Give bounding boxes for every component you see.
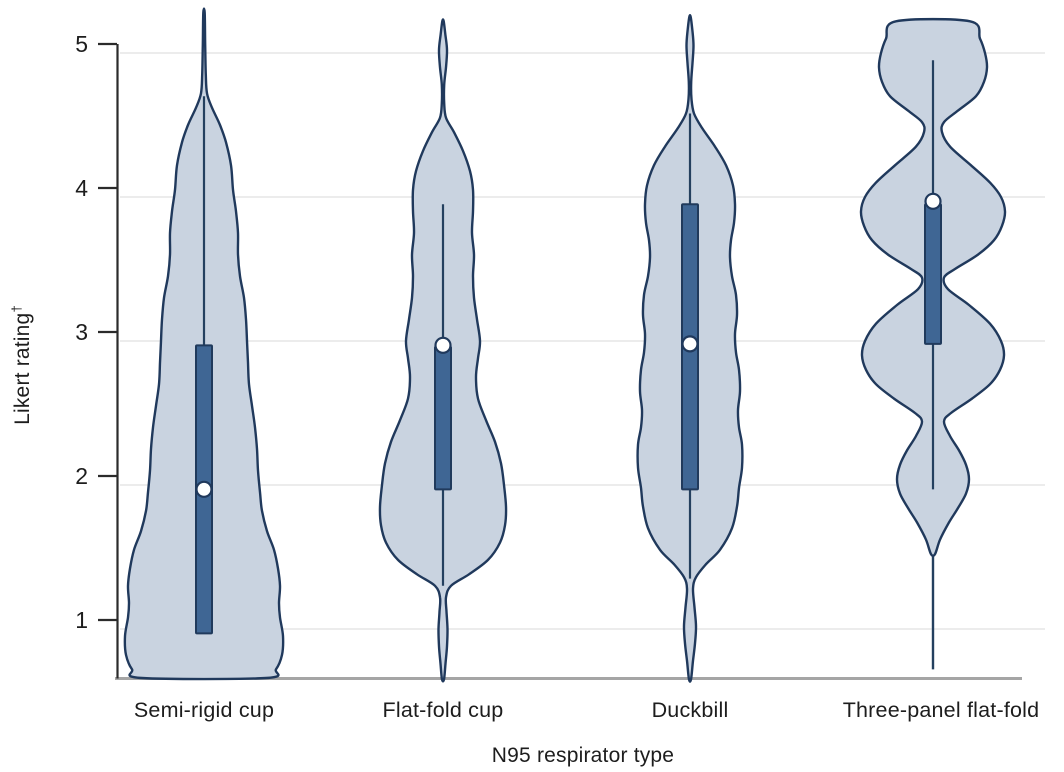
iqr-box-flat-fold-cup [434, 345, 452, 491]
median-dot-three-panel-flat-fold [924, 192, 942, 210]
iqr-box-three-panel-flat-fold [924, 203, 942, 345]
y-tick-label-2: 2 [75, 463, 88, 489]
y-tick-label-5: 5 [75, 31, 88, 57]
y-tick-label-4: 4 [75, 175, 88, 201]
median-dot-duckbill [681, 335, 699, 353]
y-axis-title: Likert rating† [9, 305, 35, 425]
y-axis-title-text: Likert rating [11, 312, 34, 425]
category-label-three-panel-flat-fold: Three-panel flat-fold [843, 698, 1040, 722]
x-axis-title: N95 respirator type [491, 744, 675, 767]
median-dot-semi-rigid-cup [195, 480, 213, 498]
y-axis-title-dagger: † [9, 305, 24, 313]
category-label-flat-fold-cup: Flat-fold cup [383, 698, 504, 722]
category-label-duckbill: Duckbill [652, 698, 729, 722]
y-tick-label-3: 3 [75, 319, 88, 345]
median-dot-flat-fold-cup [434, 336, 452, 354]
category-label-semi-rigid-cup: Semi-rigid cup [134, 698, 274, 722]
y-tick-label-1: 1 [75, 607, 88, 633]
